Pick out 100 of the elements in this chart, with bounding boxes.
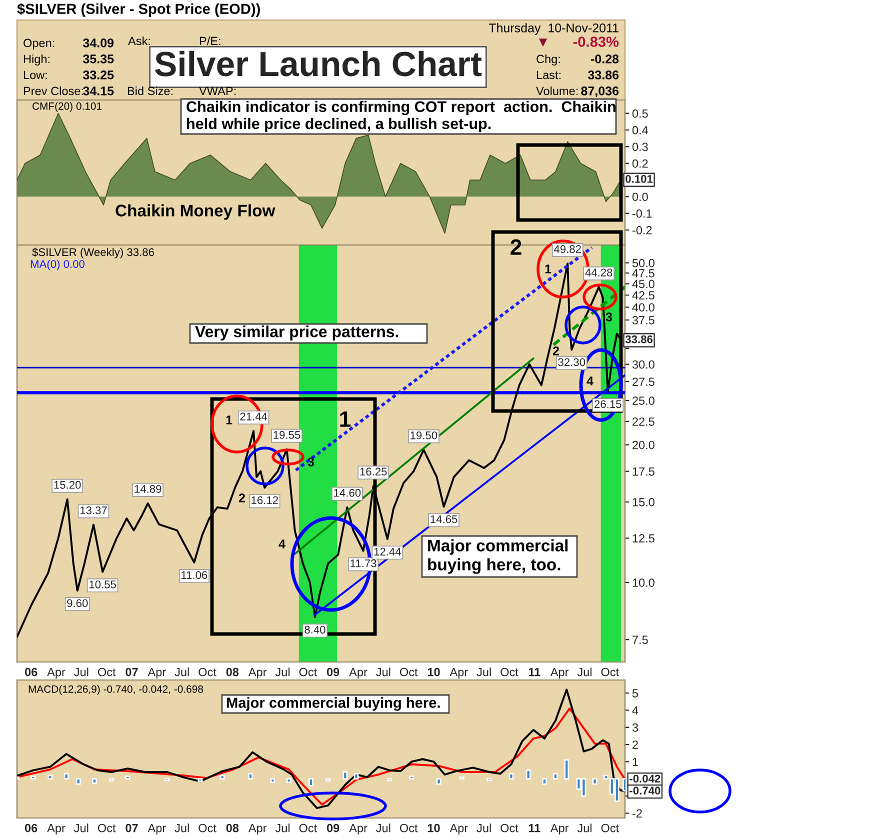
bar — [354, 773, 359, 780]
x-tick-label: 08 — [226, 824, 239, 832]
y-tick-label: 15.0 — [632, 498, 654, 506]
y-tick-label: 0.2 — [632, 159, 648, 168]
bar — [198, 778, 203, 782]
text: Chg: — [536, 54, 560, 66]
bar — [30, 776, 36, 780]
annotation: 4 — [278, 540, 286, 548]
y-tick-label: 0.5 — [632, 109, 648, 118]
bar — [409, 776, 414, 780]
x-tick-label: Apr — [349, 668, 368, 679]
bar — [64, 773, 69, 780]
annotation: 19.55 — [274, 430, 300, 439]
annotation: 3 — [606, 312, 612, 322]
x-tick-label: 09 — [326, 824, 340, 832]
annotation: 15.20 — [54, 480, 81, 489]
x-tick-label: Oct — [500, 824, 518, 832]
y-tick-label: 4 — [632, 706, 638, 714]
y-tick-label: 42.5 — [632, 291, 654, 300]
y-tick-label: 7.5 — [632, 636, 648, 644]
x-tick-label: Apr — [47, 668, 66, 679]
annotation: buying here, too. — [428, 558, 560, 574]
annotation: 14.65 — [430, 515, 458, 524]
x-tick-label: Apr — [148, 668, 166, 679]
x-tick-label: Apr — [550, 668, 569, 679]
x-tick-label: 09 — [326, 668, 340, 676]
annotation: Chaikin Money Flow — [116, 204, 276, 220]
annotation: 10.55 — [90, 580, 116, 588]
x-tick-label: Jul — [74, 668, 88, 676]
x-tick-label: Oct — [601, 668, 619, 676]
chart-title: Silver Launch Chart — [155, 50, 482, 76]
annotation: 21.44 — [240, 412, 268, 420]
text: 34.15 — [83, 86, 114, 96]
annotation: 11.73 — [350, 559, 376, 568]
text: Ask: — [128, 36, 150, 46]
annotation: held while price declined, a bullish set-up. — [187, 118, 491, 132]
y-tick-label: 3 — [632, 723, 638, 732]
x-tick-label: Apr — [47, 824, 66, 835]
annotation: 13.37 — [80, 506, 107, 514]
annotation: 14.60 — [334, 488, 361, 497]
bar — [48, 774, 53, 780]
annotation: 33.86 — [625, 335, 653, 344]
y-tick-label: 22.5 — [632, 417, 654, 426]
text: Bid Size: — [128, 86, 173, 96]
bar — [125, 776, 130, 780]
annotation: MACD(12,26,9) -0.740, -0.042, -0.698 — [28, 685, 203, 695]
y-tick-label: -2 — [632, 809, 642, 818]
x-tick-label: Oct — [98, 668, 116, 676]
annotation: Very similar price patterns. — [195, 326, 398, 340]
annotation: 49.82 — [554, 245, 581, 254]
annotation: 4 — [586, 376, 594, 386]
text: 35.35 — [83, 54, 114, 64]
y-tick-label: 2 — [632, 740, 638, 749]
annotation: 11.06 — [182, 571, 208, 579]
annotation: 1 — [340, 411, 351, 427]
bar — [508, 773, 514, 780]
bar — [542, 778, 547, 785]
annotation: 9.60 — [67, 599, 88, 608]
x-tick-label: Jul — [577, 824, 592, 832]
text: Open: — [24, 38, 54, 50]
annotation: 2 — [238, 494, 245, 502]
bar — [564, 759, 570, 780]
y-tick-label: 27.5 — [632, 378, 654, 386]
x-tick-label: Oct — [198, 668, 216, 676]
text: Prev Close: — [24, 86, 83, 96]
y-tick-label: 30.0 — [632, 360, 654, 369]
annotation: 44.28 — [585, 268, 612, 276]
text: $SILVER (Silver - Spot Price (EOD)) — [17, 3, 260, 17]
x-tick-label: Jul — [476, 668, 491, 676]
y-tick-label: 12.5 — [632, 534, 654, 543]
annotation: 16.12 — [252, 496, 278, 504]
annotation: 0.101 — [626, 174, 653, 183]
x-tick-label: Oct — [400, 668, 418, 676]
text: -0.28 — [591, 54, 619, 64]
text: Volume: — [536, 86, 578, 96]
x-tick-label: Oct — [400, 824, 418, 832]
x-tick-label: 06 — [24, 824, 38, 832]
bar — [553, 773, 558, 780]
x-tick-label: Jul — [577, 668, 592, 676]
y-tick-label: 0.4 — [632, 126, 648, 134]
bar — [286, 778, 292, 783]
bar — [592, 778, 598, 785]
text: Low: — [24, 70, 47, 80]
text: ▼ — [538, 38, 548, 47]
text: 33.86 — [588, 70, 619, 80]
x-tick-label: Apr — [450, 668, 468, 679]
text: -0.83% — [573, 36, 619, 47]
annotation: 3 — [308, 458, 314, 466]
x-tick-label: Oct — [299, 668, 318, 676]
text: 33.25 — [83, 70, 114, 80]
text: P/E: — [200, 36, 220, 46]
x-tick-label: Jul — [376, 824, 390, 832]
y-tick-label: 1 — [632, 758, 638, 766]
annotation: 16.25 — [360, 468, 387, 476]
y-tick-label: 50.0 — [632, 258, 654, 268]
y-tick-label: 17.5 — [632, 467, 654, 476]
x-tick-label: Oct — [299, 824, 318, 832]
x-tick-label: Apr — [349, 824, 368, 835]
x-tick-label: 10 — [428, 668, 440, 676]
x-tick-label: 08 — [226, 668, 239, 676]
